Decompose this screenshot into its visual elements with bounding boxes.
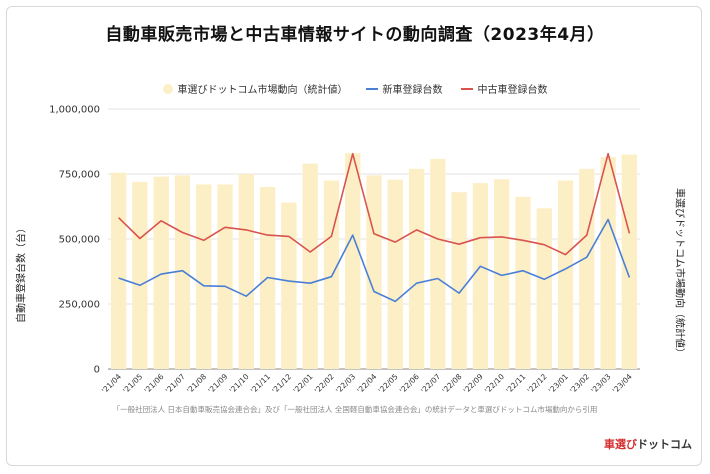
line-new-car [118,218,631,303]
bar [557,180,574,369]
bar [110,172,127,369]
bar [366,175,382,369]
bar [196,184,212,369]
x-tick-label: '22/08 [440,372,463,395]
logo-part-1: 車選び [604,438,637,451]
y-tick-label: 1,000,000 [49,105,100,116]
x-tick-label: '21/04 [100,372,123,395]
x-tick-label: '22/09 [462,372,485,395]
bar [451,192,467,369]
x-tick-label: '21/05 [121,372,144,395]
x-tick-label: '21/12 [270,372,293,395]
x-tick-label: '22/12 [526,372,549,395]
bar [345,153,361,369]
x-tick-label: '22/07 [419,372,442,395]
legend-label-used-car: 中古車登録台数 [477,85,548,96]
bar [323,180,340,369]
legend-item-market: 車選びドットコム市場動向（統計値） [162,81,348,96]
x-tick-label: '21/06 [143,372,166,395]
x-tick-label: '22/01 [291,372,314,395]
x-tick-label: '21/11 [249,372,272,395]
x-tick-label: '23/04 [611,372,634,395]
bar [621,154,638,369]
bar [132,181,148,369]
bar [430,158,446,369]
x-tick-label: '21/07 [164,372,187,395]
x-tick-label: '21/08 [185,372,208,395]
y-tick-label: 500,000 [59,235,100,246]
x-tick-label: '23/01 [547,372,570,395]
bar [579,168,595,369]
line-used-car [118,152,631,256]
x-tick-label: '21/10 [228,372,251,395]
bar [515,196,531,369]
x-tick-label: '23/02 [568,372,591,395]
logo: 車選びドットコム [604,436,692,452]
y-tick-label: 750,000 [59,170,100,181]
chart-title: 自動車販売市場と中古車情報サイトの動向調査（2023年4月） [105,25,605,45]
bar [472,183,489,369]
x-tick-label: '23/03 [589,372,612,395]
x-tick-label: '21/09 [206,372,229,395]
legend-swatch-used-car [460,87,473,90]
bar [387,179,403,369]
y-tick-label: 250,000 [59,300,100,311]
source-note: 「一般社団法人 日本自動車販売協会連合会」及び「一般社団法人 全国軽自動車協会連… [112,405,598,414]
legend-label-market: 車選びドットコム市場動向（統計値） [177,85,348,96]
legend-swatch-market [162,83,173,94]
x-tick-label: '22/02 [313,372,336,395]
x-tick-label: '22/06 [398,372,421,395]
bar [217,184,233,369]
y-tick-label: 0 [94,365,100,376]
bar [408,168,425,369]
bar [600,157,616,369]
x-tick-label: '22/10 [483,372,506,395]
bar [281,202,297,369]
legend-item-used-car: 中古車登録台数 [460,81,548,96]
bar [494,179,510,369]
legend-item-new-car: 新車登録台数 [365,81,443,96]
legend-label-new-car: 新車登録台数 [382,85,443,96]
logo-part-2: ドットコム [637,438,692,451]
bar [174,175,191,369]
bar [238,174,254,369]
bar [536,208,552,369]
x-tick-label: '22/03 [334,372,357,395]
bar [302,163,318,369]
x-tick-label: '22/05 [377,372,400,395]
legend: 車選びドットコム市場動向（統計値） 新車登録台数 中古車登録台数 [0,81,710,96]
x-tick-label: '22/11 [504,372,527,395]
legend-swatch-new-car [365,87,378,90]
x-tick-label: '22/04 [355,372,378,395]
